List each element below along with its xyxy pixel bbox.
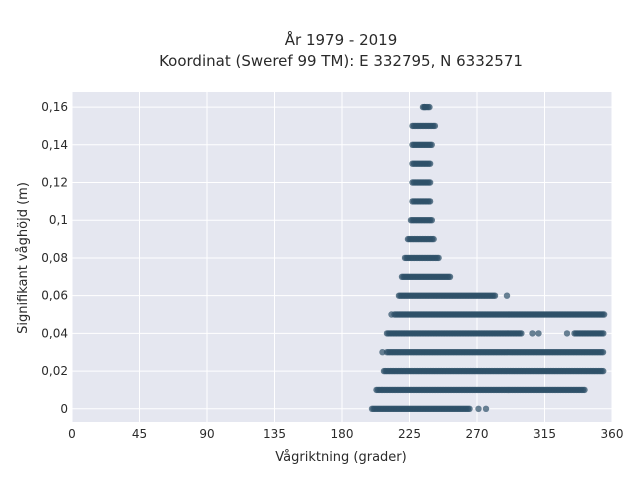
x-tick-label: 315 bbox=[533, 427, 556, 441]
data-point bbox=[446, 273, 454, 280]
x-tick-label: 0 bbox=[68, 427, 76, 441]
y-tick-label: 0,04 bbox=[41, 326, 68, 340]
data-point bbox=[426, 198, 434, 205]
data-point bbox=[599, 349, 607, 356]
y-tick-label: 0,16 bbox=[41, 100, 68, 114]
data-point bbox=[475, 405, 482, 412]
data-point bbox=[435, 254, 442, 262]
x-tick-label: 135 bbox=[263, 427, 286, 441]
data-point bbox=[428, 217, 435, 224]
data-point bbox=[431, 122, 439, 130]
data-point bbox=[388, 311, 395, 318]
data-point bbox=[428, 141, 435, 148]
data-point bbox=[503, 292, 511, 299]
chart-title-line1: År 1979 - 2019 bbox=[285, 30, 398, 49]
chart-title-line2: Koordinat (Sweref 99 TM): E 332795, N 63… bbox=[159, 52, 523, 70]
data-point bbox=[426, 103, 433, 111]
data-point bbox=[529, 330, 536, 337]
data-point bbox=[482, 405, 490, 412]
x-tick-label: 270 bbox=[466, 427, 489, 441]
x-tick-label: 180 bbox=[331, 427, 354, 441]
data-point bbox=[600, 367, 607, 375]
data-point bbox=[491, 292, 499, 299]
y-tick-label: 0,06 bbox=[41, 289, 68, 303]
data-point bbox=[368, 405, 376, 412]
data-point bbox=[535, 330, 542, 337]
data-point bbox=[430, 235, 437, 243]
y-tick-label: 0,14 bbox=[41, 138, 68, 152]
data-point bbox=[421, 103, 428, 111]
x-tick-label: 360 bbox=[601, 427, 624, 441]
data-point bbox=[600, 330, 607, 337]
data-point bbox=[581, 386, 588, 394]
data-point bbox=[379, 349, 386, 356]
y-tick-label: 0,08 bbox=[41, 251, 68, 265]
data-point bbox=[466, 405, 473, 412]
y-tick-label: 0,02 bbox=[41, 364, 68, 378]
data-point bbox=[600, 311, 608, 318]
x-axis-label: Vågriktning (grader) bbox=[275, 450, 406, 465]
x-tick-label: 45 bbox=[132, 427, 147, 441]
x-tick-label: 225 bbox=[398, 427, 421, 441]
y-axis-label: Signifikant våghöjd (m) bbox=[16, 182, 31, 334]
y-tick-label: 0,12 bbox=[41, 176, 68, 190]
data-point bbox=[426, 160, 434, 167]
x-tick-label: 90 bbox=[199, 427, 214, 441]
data-points bbox=[368, 103, 608, 412]
x-axis-ticks: 0 45 90 135 180 225 270 315 360 bbox=[68, 427, 623, 441]
data-point bbox=[518, 330, 525, 337]
data-point bbox=[426, 179, 434, 186]
y-tick-label: 0 bbox=[60, 402, 68, 416]
y-tick-label: 0,1 bbox=[49, 213, 68, 227]
y-axis-ticks: 0 0,02 0,04 0,06 0,08 0,1 0,12 0,14 0,16 bbox=[41, 100, 68, 416]
data-point bbox=[563, 330, 571, 337]
